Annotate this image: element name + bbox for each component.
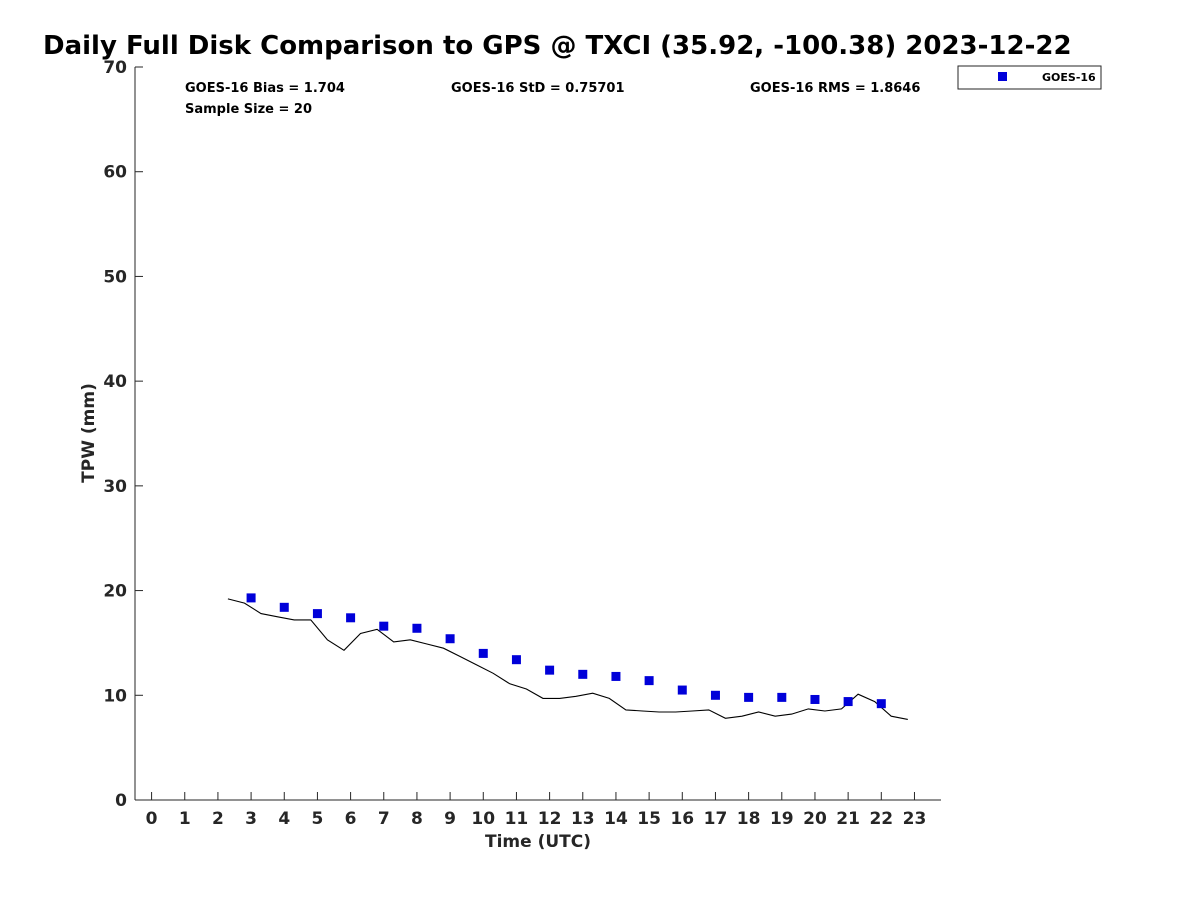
x-tick-label: 14 [604, 809, 628, 829]
x-tick-label: 17 [704, 809, 728, 829]
y-tick-label: 0 [115, 791, 127, 811]
x-tick-label: 15 [637, 809, 661, 829]
x-tick-label: 1 [179, 809, 191, 829]
x-tick-label: 19 [770, 809, 794, 829]
goes-16-point [677, 685, 687, 695]
goes-16-point [346, 613, 356, 623]
x-tick-label: 2 [212, 809, 224, 829]
x-tick-label: 18 [737, 809, 761, 829]
x-tick-label: 13 [571, 809, 595, 829]
x-axis-label: Time (UTC) [485, 832, 591, 852]
legend-marker-goes-16 [998, 72, 1007, 81]
goes-16-point [478, 648, 488, 658]
x-tick-label: 6 [345, 809, 357, 829]
goes-16-point [279, 602, 289, 612]
x-axis-ticks: 0 1 2 3 4 5 6 7 8 9 10 11 12 13 14 15 16 17 18 19 20 21 22 23 [146, 792, 927, 829]
legend: GOES-16 [957, 65, 1102, 90]
y-axis-ticks: 0 10 20 30 40 50 60 70 [103, 58, 143, 811]
goes-16-point [611, 671, 621, 681]
goes-16-point [810, 694, 820, 704]
goes-16-point [744, 692, 754, 702]
goes-16-point [445, 634, 455, 644]
goes-16-point [511, 655, 521, 665]
goes-16-point [545, 665, 555, 675]
y-tick-label: 60 [103, 163, 127, 183]
y-tick-label: 10 [103, 686, 127, 706]
goes-16-point [246, 593, 256, 603]
series-layer [227, 593, 908, 720]
x-tick-label: 0 [146, 809, 158, 829]
goes-16-point [644, 676, 654, 686]
goes-16-point [777, 692, 787, 702]
x-tick-label: 16 [670, 809, 694, 829]
y-axis-label: TPW (mm) [79, 383, 99, 483]
goes-16-point [876, 699, 886, 709]
x-tick-label: 21 [836, 809, 860, 829]
x-tick-label: 7 [378, 809, 390, 829]
axes [134, 67, 941, 801]
goes-16-point [578, 669, 588, 679]
x-tick-label: 20 [803, 809, 827, 829]
bias-stat: GOES-16 Bias = 1.704 [185, 81, 345, 96]
x-tick-label: 9 [444, 809, 456, 829]
y-tick-label: 20 [103, 582, 127, 602]
x-tick-label: 3 [245, 809, 257, 829]
x-tick-label: 23 [903, 809, 927, 829]
y-tick-label: 30 [103, 477, 127, 497]
x-tick-label: 10 [471, 809, 495, 829]
goes-16-point [710, 690, 720, 700]
gps-line [227, 598, 908, 720]
sample-size-stat: Sample Size = 20 [185, 102, 312, 117]
goes-16-point [379, 621, 389, 631]
x-tick-label: 8 [411, 809, 423, 829]
y-tick-label: 70 [103, 58, 127, 78]
y-tick-label: 40 [103, 372, 127, 392]
y-tick-label: 50 [103, 267, 127, 287]
std-stat: GOES-16 StD = 0.75701 [451, 81, 625, 96]
rms-stat: GOES-16 RMS = 1.8646 [750, 81, 920, 96]
x-tick-label: 12 [538, 809, 562, 829]
x-tick-label: 5 [312, 809, 324, 829]
goes-16-point [412, 623, 422, 633]
goes-16-point [843, 697, 853, 707]
legend-label-goes-16: GOES-16 [1042, 71, 1096, 84]
x-tick-label: 11 [505, 809, 529, 829]
chart-title: Daily Full Disk Comparison to GPS @ TXCI… [43, 31, 1072, 61]
legend-box [957, 65, 1102, 90]
x-tick-label: 4 [278, 809, 290, 829]
x-tick-label: 22 [869, 809, 893, 829]
goes-16-point [312, 609, 322, 619]
